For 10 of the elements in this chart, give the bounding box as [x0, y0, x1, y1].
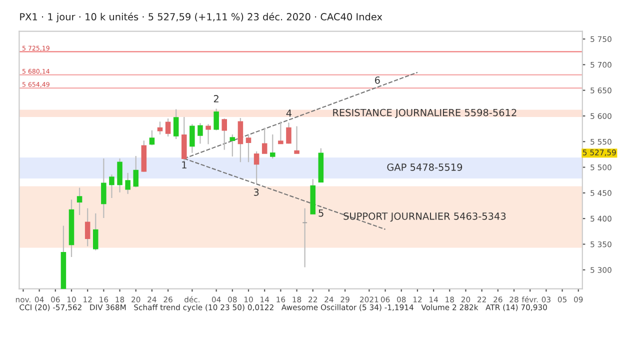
band-label: SUPPORT JOURNALIER 5463-5343	[344, 212, 506, 222]
annotation: 3	[254, 188, 259, 196]
band-label: RESISTANCE JOURNALIERE 5598-5612	[333, 108, 516, 118]
annotation: 4	[286, 110, 292, 117]
annotation: 2	[214, 95, 218, 102]
annotation: 1	[182, 161, 186, 168]
band-label: GAP 5478-5519	[387, 164, 462, 171]
annotation: 5	[318, 209, 324, 217]
chart-title: PX1 · 1 jour · 10 k unités · 5 527,59 (+1,11 %) 23 déc. 2020 · CAC40 Index	[20, 12, 382, 22]
annotation: 6	[374, 76, 380, 84]
